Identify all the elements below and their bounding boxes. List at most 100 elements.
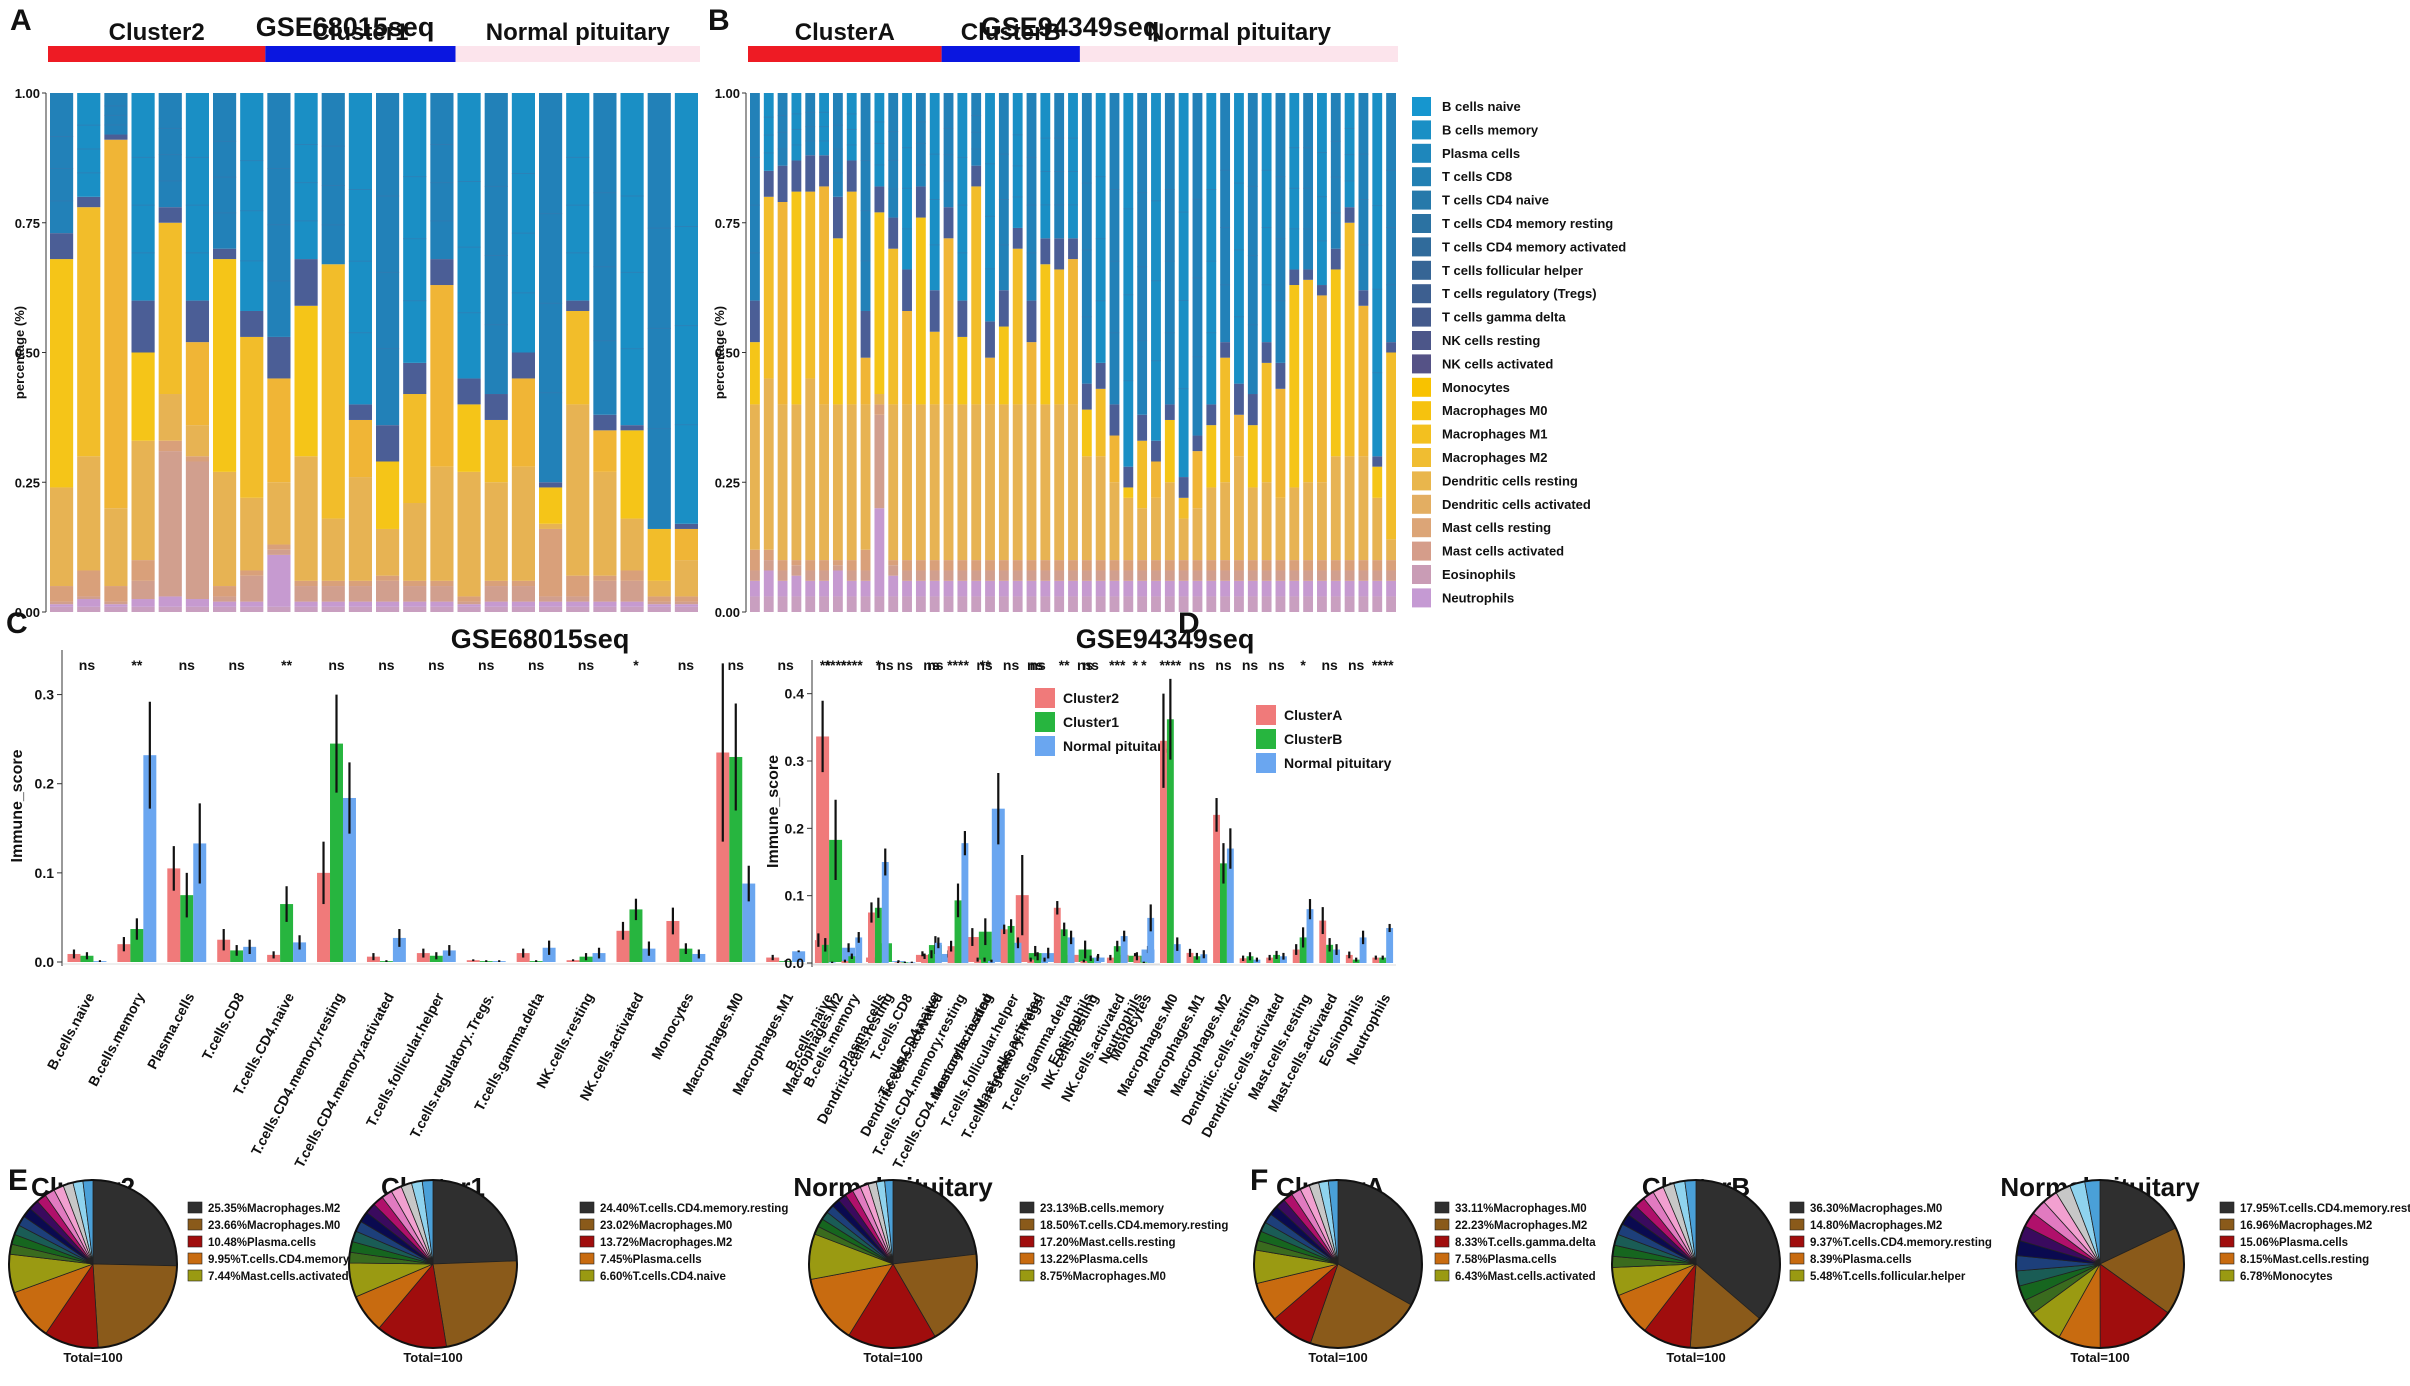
panel-A-segment-tnk-dark [240, 310, 264, 337]
panel-B-segment-tcell-top [943, 93, 954, 208]
panel-B-segment-mast-activated [1275, 570, 1286, 581]
panel-A-segment-tcell-top [50, 93, 74, 234]
panel-E-pie-1-legend-label-2: 13.72%Macrophages.M2 [600, 1237, 732, 1249]
legend-swatch-9 [1412, 307, 1431, 327]
panel-A-segment-mast-activated [593, 580, 617, 602]
panel-B-segment-eosinophils [1081, 580, 1092, 597]
legend-label-3: T cells CD8 [1442, 169, 1512, 184]
panel-B-segment-dendritic [805, 378, 816, 561]
legend-label-4: T cells CD4 naive [1442, 193, 1549, 208]
panel-B-segment-tnk-dark [1054, 238, 1065, 270]
panel-A-segment-tcell-top [267, 93, 291, 337]
panel-A-segment-tcell-top [376, 93, 400, 426]
panel-A-segment-eosinophils [566, 601, 590, 607]
panel-B-segment-neutrophils [929, 596, 940, 612]
panel-B-segment-tnk-dark [1026, 300, 1037, 343]
panel-A-segment-dendritic [240, 497, 264, 571]
panel-A-segment-mast-resting [77, 570, 101, 597]
panel-B-segment-tcell-top [1054, 93, 1065, 239]
panel-B-segment-mast-resting [1358, 560, 1369, 571]
panel-B-segment-mast-activated [1095, 570, 1106, 581]
panel-B-segment-eosinophils [1317, 580, 1327, 597]
panel-B-segment-tcell-top [985, 93, 995, 322]
panel-D-bar-lightblue-12 [1147, 917, 1155, 963]
panel-B-segment-mast-resting [819, 560, 829, 571]
panel-A-segment-macrophage-monocyte [50, 259, 74, 488]
panel-B-segment-dendritic [985, 404, 995, 561]
panel-B-segment-dendritic [1164, 482, 1175, 561]
panel-A-segment-neutrophils [674, 606, 698, 612]
panel-B-segment-mast-resting [929, 560, 940, 571]
panel-A-segment-neutrophils [77, 606, 101, 612]
panel-A-segment-dendritic [647, 580, 671, 597]
panel-B-segment-eosinophils [763, 570, 774, 597]
panel-B-sample-bar-8 [860, 93, 871, 612]
panel-B-segment-macrophage-monocyte [1012, 248, 1023, 405]
panel-A-group-bar-2 [455, 46, 700, 62]
panel-B-segment-macrophage-monocyte [819, 186, 829, 405]
panel-A-segment-tnk-dark [50, 233, 74, 260]
panel-B-segment-tcell-top [1303, 93, 1314, 270]
panel-B-segment-eosinophils [860, 580, 871, 597]
panel-B-segment-tcell-top [1275, 93, 1286, 363]
panel-B-segment-mast-resting [957, 560, 968, 571]
panel-A-segment-tcell-top [511, 93, 535, 353]
panel-A-segment-neutrophils [376, 606, 400, 612]
panel-A-sample-bar-23 [674, 93, 698, 612]
panel-B-segment-mast-activated [1234, 570, 1244, 581]
panel-B-segment-macrophage-monocyte [1317, 295, 1327, 483]
panel-B-segment-tcell-top [805, 93, 816, 156]
panel-B-segment-mast-resting [777, 560, 788, 571]
panel-C-bar-salmon-11 [616, 930, 630, 962]
panel-C-bar-lightblue-14 [792, 951, 806, 962]
panel-B-segment-tnk-dark [1012, 227, 1023, 249]
panel-B-segment-neutrophils [860, 596, 871, 612]
panel-C-significance-6: ns [378, 657, 395, 673]
panel-B-segment-neutrophils [971, 596, 982, 612]
panel-A-segment-macrophage-monocyte [457, 404, 481, 472]
panel-E-pie-1-legend-swatch-4 [579, 1269, 595, 1282]
panel-A-segment-eosinophils [403, 601, 427, 607]
panel-B-segment-macrophage-monocyte [763, 196, 774, 379]
panel-B-segment-mast-activated [805, 570, 816, 581]
panel-D-bar-salmon-9 [1053, 907, 1061, 963]
panel-B-segment-macrophage-monocyte [1220, 357, 1231, 483]
panel-B-segment-eosinophils [1054, 580, 1065, 597]
panel-F-pie-0-legend-swatch-0 [1434, 1201, 1450, 1214]
panel-C-y-tick-label: 0.3 [35, 687, 55, 703]
panel-A-sample-bar-0 [50, 93, 74, 612]
panel-B-segment-mast-activated [1164, 570, 1175, 581]
panel-A-segment-tnk-dark [457, 378, 481, 405]
panel-A-segment-mast-activated [77, 596, 101, 600]
panel-B-segment-neutrophils [1123, 596, 1134, 612]
panel-B-segment-neutrophils [832, 596, 843, 612]
panel-B-segment-tcell-top [1068, 93, 1078, 239]
panel-A-segment-tnk-dark [77, 196, 101, 208]
panel-B-segment-mast-resting [1330, 560, 1341, 571]
panel-C-bar-lightblue-2 [193, 843, 207, 962]
panel-B-segment-eosinophils [1303, 580, 1314, 597]
panel-A-segment-mast-resting [348, 580, 372, 587]
panel-A-segment-mast-resting [50, 586, 74, 602]
panel-A-segment-tcell-top [185, 93, 209, 301]
panel-letter-F: F [1250, 1164, 1268, 1197]
panel-B-segment-macrophage-monocyte [971, 186, 982, 405]
panel-D-significance-1: **** [841, 657, 863, 673]
panel-E-pie-0-legend-label-3: 9.95%T.cells.CD4.memory.resting [208, 1254, 390, 1266]
panel-B-segment-macrophage-monocyte [985, 357, 995, 405]
panel-B-segment-mast-resting [763, 549, 774, 561]
panel-B-segment-mast-resting [998, 560, 1009, 571]
panel-B-sample-bar-14 [943, 93, 954, 612]
panel-B-segment-tcell-top [929, 93, 940, 291]
panel-D-significance-12: * [1141, 657, 1147, 673]
panel-A-segment-mast-activated [240, 575, 264, 602]
panel-A-segment-dendritic [403, 503, 427, 581]
panel-B-segment-mast-activated [1344, 570, 1355, 581]
panel-B-sample-bar-31 [1178, 93, 1189, 612]
panel-B-sample-bar-40 [1303, 93, 1314, 612]
panel-B-segment-eosinophils [1040, 580, 1051, 597]
panel-C-legend-swatch-1 [1035, 712, 1055, 732]
panel-F-pie-1-legend-label-0: 36.30%Macrophages.M0 [1810, 1203, 1942, 1215]
panel-E-pie-2-legend-swatch-2 [1019, 1235, 1035, 1248]
panel-A-segment-dendritic [77, 456, 101, 571]
